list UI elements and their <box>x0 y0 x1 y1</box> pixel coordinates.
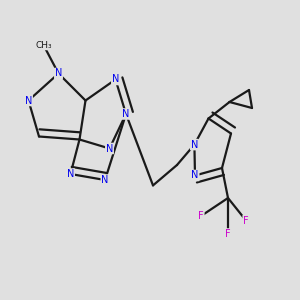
Text: N: N <box>191 140 198 150</box>
Text: N: N <box>191 170 199 181</box>
Text: N: N <box>122 109 130 119</box>
Text: N: N <box>67 169 74 179</box>
Text: N: N <box>25 95 32 106</box>
Text: CH₃: CH₃ <box>35 40 52 50</box>
Text: F: F <box>225 229 231 239</box>
Text: N: N <box>106 143 113 154</box>
Text: N: N <box>112 74 119 85</box>
Text: N: N <box>55 68 62 79</box>
Text: N: N <box>101 175 109 185</box>
Text: F: F <box>243 215 249 226</box>
Text: F: F <box>198 211 204 221</box>
